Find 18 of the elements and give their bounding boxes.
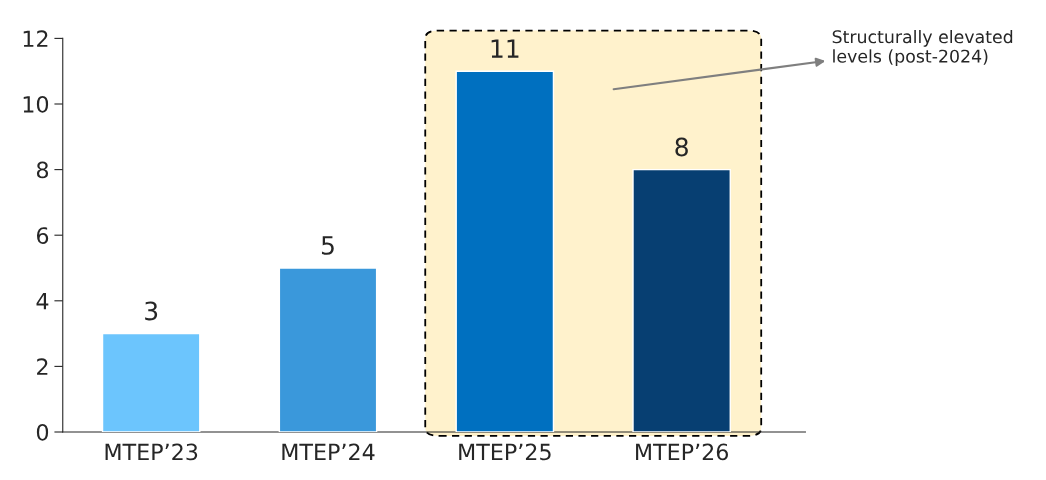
bar (278, 267, 378, 432)
y-tick-label: 2 (37, 358, 48, 375)
data-label: 8 (675, 137, 688, 157)
band-label: Structurally elevated levels (post-2024) (832, 29, 1013, 67)
y-tick-label: 4 (36, 293, 49, 310)
y-tick-label: 12 (23, 30, 48, 47)
bar (101, 332, 201, 432)
data-label: 11 (491, 39, 519, 58)
data-label: 3 (145, 301, 158, 321)
y-tick-label: 0 (36, 423, 49, 441)
x-tick-label: MTEP’25 (459, 443, 551, 461)
x-tick-label: MTEP’23 (105, 443, 198, 461)
x-tick-label: MTEP’24 (282, 443, 375, 460)
x-tick-label: MTEP’26 (636, 443, 729, 461)
y-tick-label: 10 (23, 95, 49, 113)
y-tick-label: 8 (36, 161, 49, 179)
data-label: 5 (321, 236, 334, 255)
y-tick-label: 6 (36, 227, 49, 244)
